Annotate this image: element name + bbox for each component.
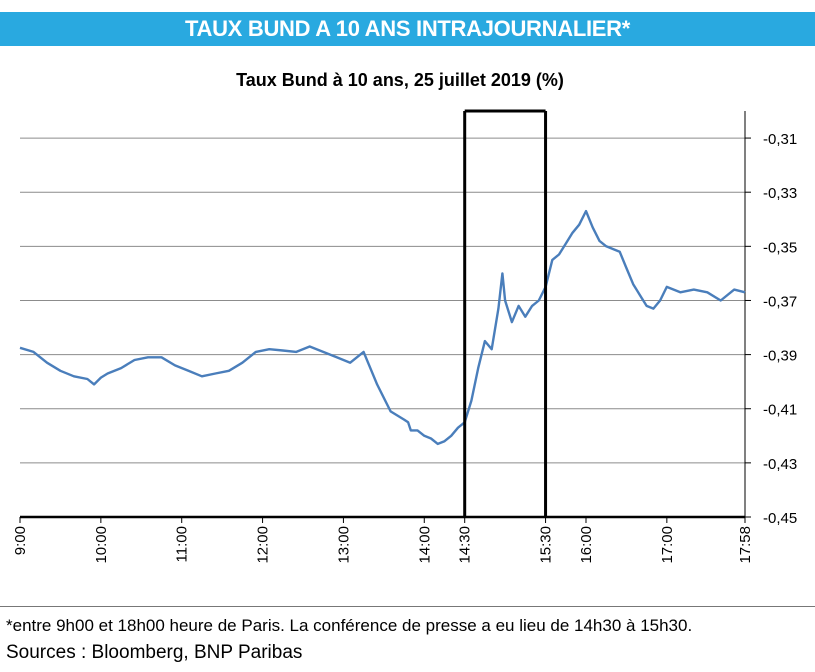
y-tick-label: -0,31 — [763, 131, 797, 148]
footer-divider — [0, 606, 815, 607]
x-tick-label: 10:00 — [93, 526, 110, 564]
x-axis-ticks: 9:00 10:00 11:00 12:00 13:00 14:00 14:30 15:30 1… — [12, 517, 754, 564]
y-tick-label: -0,43 — [763, 456, 797, 473]
y-tick-label: -0,35 — [763, 239, 797, 256]
y-tick-label: -0,37 — [763, 293, 797, 310]
chart-container: Taux Bund à 10 ans, 25 juillet 2019 (%) … — [0, 56, 815, 586]
press-conference-box — [463, 109, 548, 517]
y-tick-label: -0,41 — [763, 402, 797, 419]
x-tick-label: 9:00 — [12, 526, 29, 555]
sources-line: Sources : Bloomberg, BNP Paribas — [6, 642, 303, 663]
x-tick-label: 17:00 — [659, 526, 676, 564]
x-tick-label: 16:00 — [578, 526, 595, 564]
x-tick-label: 15:30 — [538, 526, 555, 564]
gridlines — [20, 111, 746, 519]
y-tick-label: -0,45 — [763, 510, 797, 527]
series-line-bund-10y — [19, 209, 746, 446]
x-tick-label: 14:00 — [416, 526, 433, 564]
x-tick-label: 17:58 — [737, 526, 754, 564]
y-tick-label: -0,39 — [763, 348, 797, 365]
x-tick-label: 12:00 — [255, 526, 272, 564]
y-tick-label: -0,33 — [763, 185, 797, 202]
footnote: *entre 9h00 et 18h00 heure de Paris. La … — [6, 616, 693, 635]
line-chart: Taux Bund à 10 ans, 25 juillet 2019 (%) … — [12, 70, 797, 564]
x-tick-label: 14:30 — [457, 526, 474, 564]
x-tick-label: 11:00 — [174, 526, 191, 562]
chart-title: Taux Bund à 10 ans, 25 juillet 2019 (%) — [236, 70, 564, 90]
x-tick-label: 13:00 — [335, 526, 352, 564]
y-axis-ticks: -0,31 -0,33 -0,35 -0,37 -0,39 -0,41 -0,43 -0,45 — [745, 131, 797, 527]
chart-banner-title: TAUX BUND A 10 ANS INTRAJOURNALIER* — [0, 12, 815, 46]
